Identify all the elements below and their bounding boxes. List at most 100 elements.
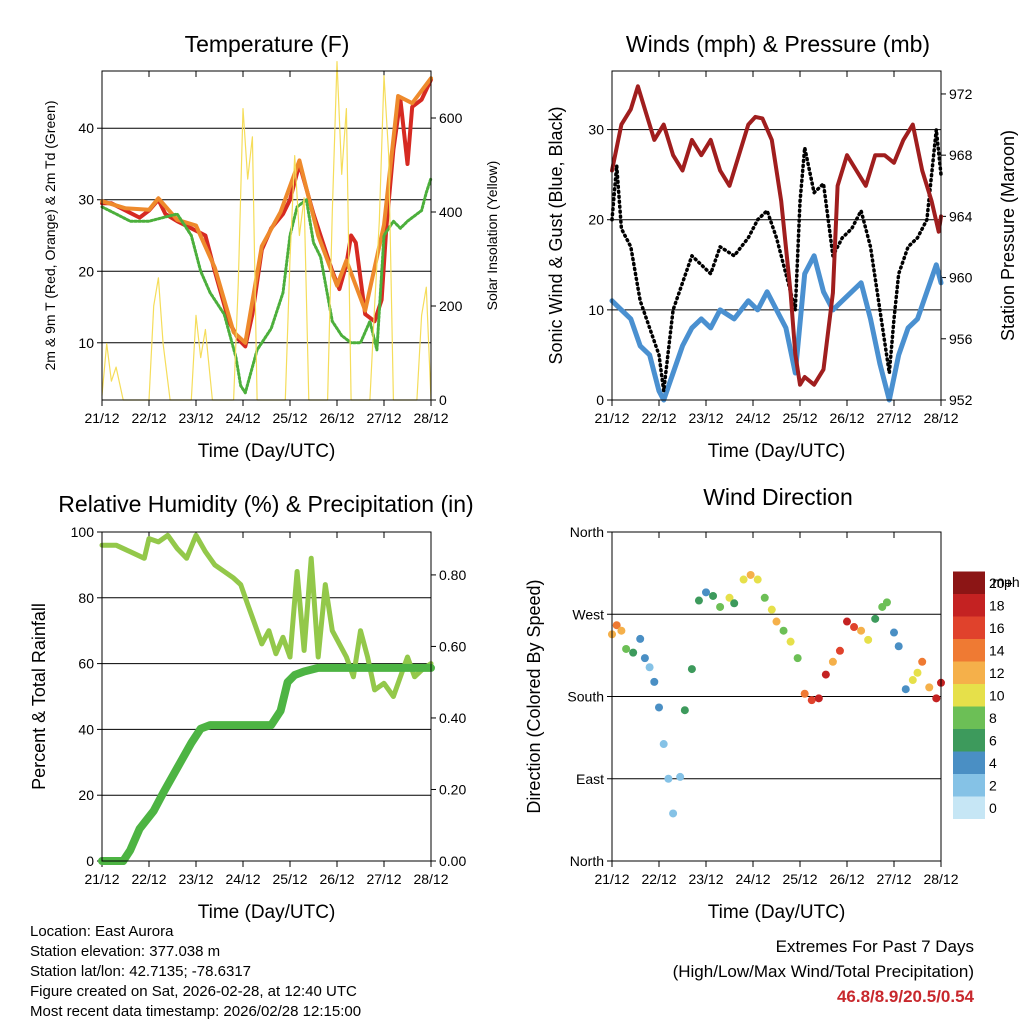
- colorbar-swatch: [953, 639, 985, 662]
- wind_direction-point: [908, 676, 917, 685]
- wind_direction-point: [800, 689, 809, 698]
- temperature-y2tick-label: 0: [439, 392, 447, 408]
- station-elevation: Station elevation: 377.038 m: [30, 943, 221, 960]
- station-location: Location: East Aurora: [30, 923, 174, 940]
- wind_direction-point: [913, 668, 922, 677]
- temperature-ytick-label: 20: [78, 263, 94, 279]
- wind_direction-point: [739, 575, 748, 584]
- colorbar-swatch: [953, 751, 985, 774]
- humidity-ytick-label: 60: [78, 656, 94, 672]
- humidity-xlabel: Time (Day/UTC): [198, 902, 336, 923]
- humidity-xtick-label: 26/12: [319, 871, 354, 887]
- wind_direction-point: [645, 663, 654, 672]
- wind_direction-point: [760, 593, 769, 602]
- colorbar-swatch: [953, 571, 985, 594]
- temperature-y2tick-label: 200: [439, 298, 463, 314]
- colorbar-label: 2: [989, 777, 997, 793]
- station-latlon: Station lat/lon: 42.7135; -78.6317: [30, 963, 252, 980]
- wind_direction-point: [932, 694, 941, 703]
- wind_direction-point: [864, 635, 873, 644]
- humidity-plot-frame: [101, 531, 432, 862]
- wind_direction-point: [772, 617, 781, 626]
- humidity-title: Relative Humidity (%) & Precipitation (i…: [58, 491, 473, 517]
- temperature-xtick-label: 28/12: [413, 410, 448, 426]
- wind_direction-point: [786, 637, 795, 646]
- wind_direction-point: [807, 696, 816, 705]
- colorbar-label: 18: [989, 597, 1005, 613]
- wind_direction-point: [640, 654, 649, 663]
- colorbar-swatch: [953, 706, 985, 729]
- wind_direction-point: [680, 706, 689, 715]
- humidity-xtick-label: 24/12: [225, 871, 260, 887]
- wind_direction-xtick-label: 25/12: [782, 871, 817, 887]
- winds-y2tick-label: 968: [949, 147, 973, 163]
- humidity-xtick-label: 28/12: [413, 871, 448, 887]
- extremes-box: Extremes For Past 7 Days (High/Low/Max W…: [554, 934, 974, 1009]
- wind_direction-point: [882, 598, 891, 607]
- humidity-ylabel: Percent & Total Rainfall: [29, 603, 49, 790]
- humidity-y2tick-label: 0.60: [439, 638, 466, 654]
- temperature-xtick-label: 27/12: [366, 410, 401, 426]
- winds-xlabel: Time (Day/UTC): [708, 441, 846, 462]
- wind_direction-title: Wind Direction: [703, 484, 853, 510]
- wind_direction-point: [622, 644, 631, 653]
- extremes-subheading: (High/Low/Max Wind/Total Precipitation): [672, 962, 974, 981]
- extremes-heading: Extremes For Past 7 Days: [775, 937, 974, 956]
- winds-xtick-label: 21/12: [594, 410, 629, 426]
- humidity-y2tick-label: 0.80: [439, 567, 466, 583]
- temperature-ytick-label: 10: [78, 335, 94, 351]
- wind_direction-point: [617, 626, 626, 635]
- wind_direction-point: [702, 588, 710, 597]
- temperature-xtick-label: 26/12: [319, 410, 354, 426]
- winds-series-pressure: [610, 84, 943, 387]
- colorbar-swatch: [953, 616, 985, 639]
- wind_direction-ylabel: Direction (Colored By Speed): [524, 579, 544, 813]
- winds-xtick-label: 24/12: [735, 410, 770, 426]
- humidity-ytick-label: 80: [78, 590, 94, 606]
- wind_direction-point: [676, 772, 685, 781]
- extremes-values: 46.8/8.9/20.5/0.54: [836, 987, 974, 1006]
- winds-series-wind: [609, 253, 944, 403]
- winds-xtick-label: 23/12: [688, 410, 723, 426]
- humidity-y2tick-label: 0.40: [439, 710, 466, 726]
- colorbar-swatch: [953, 684, 985, 707]
- humidity-xtick-label: 22/12: [131, 871, 166, 887]
- temperature-y2tick-label: 600: [439, 110, 463, 126]
- wind_direction-point: [655, 703, 663, 712]
- humidity-series-rh: [99, 532, 434, 699]
- winds-plot-frame: [611, 70, 942, 401]
- humidity-ytick-label: 20: [78, 787, 94, 803]
- winds-xtick-label: 28/12: [923, 410, 958, 426]
- wind_direction-point: [650, 677, 659, 686]
- wind_direction-point: [629, 648, 638, 657]
- temperature-xtick-label: 22/12: [131, 410, 166, 426]
- wind_direction-point: [835, 646, 844, 655]
- wind_direction-plot-frame: [611, 531, 942, 862]
- colorbar-label: 8: [989, 710, 997, 726]
- station-info: Location: East Aurora Station elevation:…: [30, 922, 361, 1022]
- temperature-xtick-label: 23/12: [178, 410, 213, 426]
- winds-title: Winds (mph) & Pressure (mb): [626, 31, 930, 57]
- wind_direction-point: [925, 683, 934, 692]
- winds-series-gust: [610, 127, 943, 393]
- wind_direction-point: [709, 591, 718, 600]
- wind_direction-xtick-label: 23/12: [688, 871, 723, 887]
- colorbar-swatch: [953, 729, 985, 752]
- temperature-xtick-label: 25/12: [272, 410, 307, 426]
- winds-y2tick-label: 956: [949, 331, 973, 347]
- colorbar-swatch: [953, 796, 985, 819]
- colorbar-swatch: [953, 661, 985, 684]
- wind_direction-point: [857, 626, 866, 635]
- wind_direction-point: [612, 621, 621, 630]
- colorbar-label: 6: [989, 732, 997, 748]
- wind_direction-point: [850, 623, 859, 632]
- winds-xtick-label: 26/12: [829, 410, 864, 426]
- wind_direction-point: [746, 570, 755, 579]
- temperature-y2tick-label: 400: [439, 204, 463, 220]
- humidity-xtick-label: 27/12: [366, 871, 401, 887]
- winds-ylabel: Sonic Wind & Gust (Blue, Black): [546, 106, 566, 364]
- colorbar-title: mph: [992, 574, 1019, 590]
- wind_direction-xtick-label: 24/12: [735, 871, 770, 887]
- humidity-ytick-label: 40: [78, 721, 94, 737]
- humidity-xtick-label: 23/12: [178, 871, 213, 887]
